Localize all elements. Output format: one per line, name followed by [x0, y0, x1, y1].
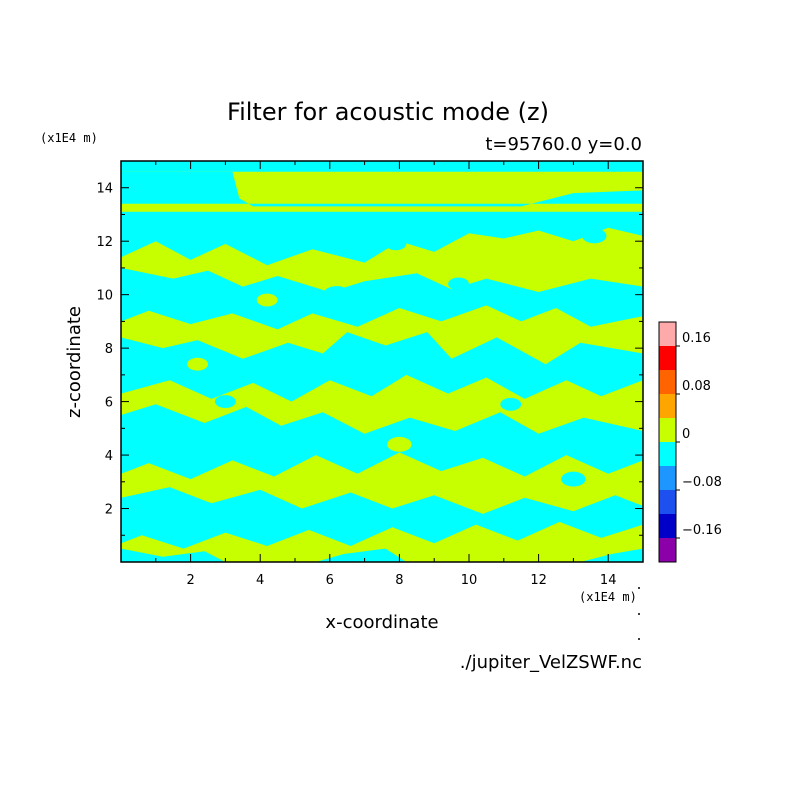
- y-tick-label: 14: [96, 182, 113, 197]
- contour-island: [214, 395, 236, 409]
- marker-dots: [638, 587, 640, 640]
- x-tick-label: 14: [600, 573, 617, 588]
- contour-island: [500, 397, 522, 411]
- colorbar-segment: [659, 466, 676, 490]
- contour-region: [121, 267, 643, 330]
- x-axis-label: x-coordinate: [325, 612, 438, 633]
- contour-island: [448, 277, 469, 291]
- contour-island: [469, 478, 490, 491]
- contour-island: [597, 293, 619, 307]
- x-tick-label: 12: [530, 573, 547, 588]
- contour-island: [542, 344, 563, 358]
- chart-title: Filter for acoustic mode (z): [227, 98, 549, 126]
- y-tick-label: 2: [105, 503, 113, 518]
- colorbar-segment: [659, 418, 676, 442]
- plot-frame: [120, 160, 644, 563]
- contour-island: [173, 440, 195, 454]
- y-tick-label: 8: [105, 342, 113, 357]
- colorbar-segment: [659, 490, 676, 514]
- contour-island: [387, 436, 412, 452]
- contour-island: [475, 216, 504, 234]
- colorbar-segment: [659, 370, 676, 394]
- colorbar-tick-label: 0.08: [682, 379, 711, 394]
- contour-island: [154, 284, 179, 300]
- x-axis: 2 4 6 8 10 12 14: [155, 161, 617, 588]
- y-tick-label: 4: [105, 449, 113, 464]
- contour-island: [284, 224, 313, 242]
- contour-region: [580, 548, 643, 562]
- contour-region: [121, 548, 226, 562]
- colorbar-tick-label: 0: [682, 427, 690, 442]
- colorbar-segment: [659, 514, 676, 538]
- colorbar-tick-label: −0.08: [682, 475, 722, 490]
- contour-region: [121, 211, 643, 266]
- y-tick-label: 6: [105, 396, 113, 411]
- contour-island: [322, 286, 351, 304]
- x-tick-label: 2: [186, 573, 194, 588]
- y-tick-label: 10: [96, 289, 113, 304]
- contour-island: [256, 293, 278, 307]
- contour-region: [121, 487, 643, 549]
- colorbar-segment: [659, 538, 676, 562]
- x-tick-label: 6: [326, 573, 334, 588]
- contour-field: [121, 161, 643, 562]
- colorbar: 0.16 0.08 0 −0.08 −0.16: [658, 321, 722, 563]
- contour-island: [385, 237, 407, 251]
- x-tick-label: 4: [256, 573, 264, 588]
- colorbar-segment: [659, 394, 676, 418]
- y-axis-label: z-coordinate: [64, 306, 85, 418]
- y-tick-label: 12: [96, 235, 113, 250]
- source-file-label: ./jupiter_VelZSWF.nc: [460, 652, 642, 673]
- contour-region: [121, 171, 643, 207]
- contour-region: [315, 548, 407, 562]
- colorbar-tick-label: −0.16: [682, 523, 722, 538]
- contour-region: [121, 404, 643, 480]
- chart-subtitle: t=95760.0 y=0.0: [485, 134, 642, 155]
- contour-region: [121, 332, 643, 402]
- contour-island: [199, 217, 224, 233]
- contour-island: [561, 471, 586, 487]
- contour-island: [187, 357, 208, 371]
- colorbar-segment: [659, 442, 676, 466]
- colorbar-segment: [659, 322, 676, 346]
- colorbar-segment: [659, 346, 676, 370]
- y-axis: 2 4 6 8 10 12 14: [96, 182, 643, 536]
- x-tick-label: 10: [461, 573, 478, 588]
- x-tick-label: 8: [395, 573, 403, 588]
- contour-region: [121, 161, 643, 172]
- contour-island: [408, 362, 433, 378]
- colorbar-tick-label: 0.16: [682, 331, 711, 346]
- contour-island: [582, 228, 607, 244]
- x-unit-label: (x1E4 m): [579, 590, 637, 604]
- y-unit-label: (x1E4 m): [40, 131, 98, 145]
